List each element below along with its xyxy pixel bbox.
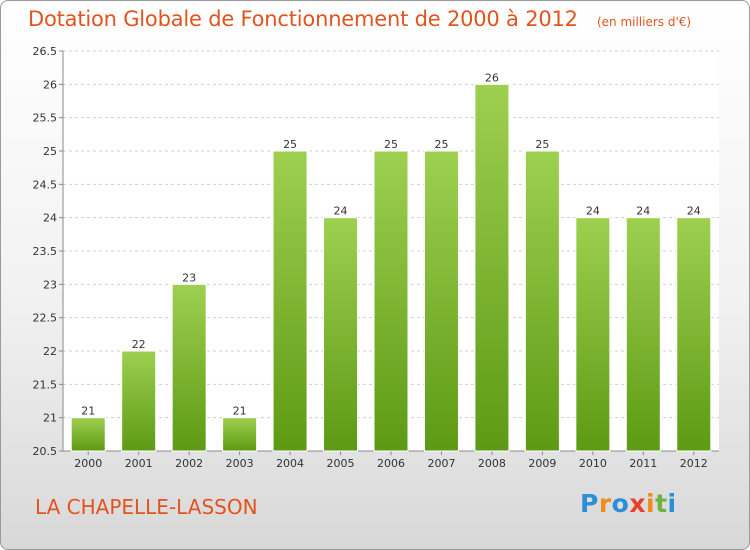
logo-letter: o bbox=[611, 489, 630, 518]
y-tick-label: 23.5 bbox=[33, 245, 58, 258]
bar bbox=[70, 417, 106, 452]
bar-value-label: 24 bbox=[636, 205, 650, 218]
bar bbox=[575, 217, 611, 452]
y-tick-label: 22.5 bbox=[33, 312, 58, 325]
bar-value-label: 25 bbox=[434, 138, 448, 151]
bar-value-label: 25 bbox=[283, 138, 297, 151]
bar-value-label: 21 bbox=[233, 405, 247, 418]
bar-value-label: 25 bbox=[384, 138, 398, 151]
logo-letter: x bbox=[629, 489, 646, 518]
logo-letter: i bbox=[646, 489, 656, 518]
bar bbox=[222, 417, 258, 452]
bar-value-label: 24 bbox=[586, 205, 600, 218]
logo-letter: t bbox=[655, 489, 668, 518]
commune-name: LA CHAPELLE-LASSON bbox=[35, 495, 258, 519]
y-tick-label: 26 bbox=[43, 78, 57, 91]
y-tick-label: 20.5 bbox=[33, 445, 58, 458]
logo-letter: i bbox=[667, 489, 677, 518]
bar bbox=[625, 217, 661, 452]
chart-unit-note: (en milliers d'€) bbox=[596, 15, 692, 29]
x-tick-label: 2008 bbox=[478, 457, 506, 470]
x-tick-label: 2004 bbox=[276, 457, 304, 470]
bar bbox=[121, 350, 157, 452]
proxiti-logo: Proxiti bbox=[580, 489, 677, 518]
x-tick-label: 2001 bbox=[125, 457, 153, 470]
bar-value-label: 23 bbox=[182, 271, 196, 284]
logo-letter: P bbox=[580, 489, 599, 518]
labels: 20.5 21 21.5 22 22.5 23 23.5 24 24.5 25 25.5 26 26.5… bbox=[33, 45, 708, 470]
y-tick-label: 26.5 bbox=[33, 45, 58, 58]
bar-value-label: 26 bbox=[485, 71, 499, 84]
x-tick-label: 2010 bbox=[579, 457, 607, 470]
y-tick-label: 21.5 bbox=[33, 378, 58, 391]
bar bbox=[171, 283, 207, 452]
chart-title: Dotation Globale de Fonctionnement de 20… bbox=[28, 7, 578, 31]
x-tick-label: 2006 bbox=[377, 457, 405, 470]
bar-value-label: 25 bbox=[535, 138, 549, 151]
bar bbox=[423, 150, 459, 452]
bar bbox=[272, 150, 308, 452]
y-tick-label: 23 bbox=[43, 278, 57, 291]
y-tick-label: 25 bbox=[43, 145, 57, 158]
title-area: Dotation Globale de Fonctionnement de 20… bbox=[28, 7, 691, 31]
logo-letter: r bbox=[598, 489, 612, 518]
bar bbox=[676, 217, 712, 452]
y-tick-label: 22 bbox=[43, 345, 57, 358]
y-tick-label: 25.5 bbox=[33, 112, 58, 125]
bar bbox=[474, 83, 510, 452]
bar-value-label: 24 bbox=[334, 205, 348, 218]
x-tick-label: 2005 bbox=[327, 457, 355, 470]
y-tick-label: 24 bbox=[43, 212, 57, 225]
x-tick-label: 2012 bbox=[680, 457, 708, 470]
x-tick-label: 2011 bbox=[629, 457, 657, 470]
bar-value-label: 24 bbox=[687, 205, 701, 218]
bar bbox=[373, 150, 409, 452]
bar-value-label: 22 bbox=[132, 338, 146, 351]
bar bbox=[524, 150, 560, 452]
x-tick-label: 2000 bbox=[74, 457, 102, 470]
y-tick-label: 24.5 bbox=[33, 178, 58, 191]
x-tick-label: 2009 bbox=[528, 457, 556, 470]
x-tick-label: 2007 bbox=[427, 457, 455, 470]
x-tick-label: 2002 bbox=[175, 457, 203, 470]
bar-value-label: 21 bbox=[81, 405, 95, 418]
bars bbox=[70, 83, 712, 452]
bar bbox=[323, 217, 359, 452]
y-tick-label: 21 bbox=[43, 412, 57, 425]
x-tick-label: 2003 bbox=[226, 457, 254, 470]
